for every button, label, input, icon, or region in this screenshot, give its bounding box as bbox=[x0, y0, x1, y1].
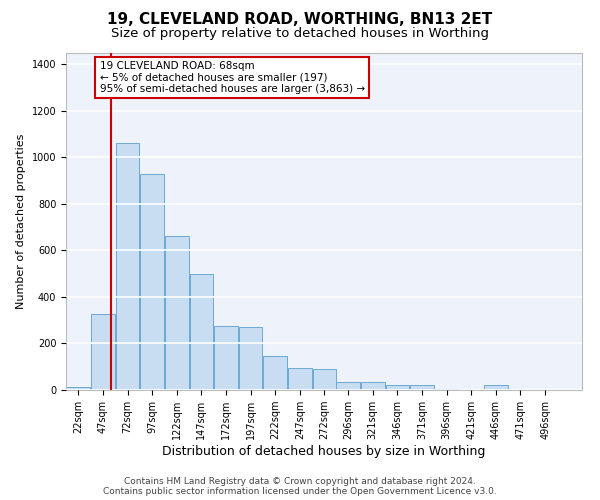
Bar bbox=[337, 382, 360, 390]
Bar bbox=[214, 326, 238, 390]
Bar bbox=[288, 368, 311, 390]
Bar bbox=[190, 274, 213, 390]
Bar bbox=[165, 236, 188, 390]
Bar bbox=[386, 386, 409, 390]
Text: 19, CLEVELAND ROAD, WORTHING, BN13 2ET: 19, CLEVELAND ROAD, WORTHING, BN13 2ET bbox=[107, 12, 493, 28]
Bar bbox=[140, 174, 164, 390]
Bar bbox=[313, 369, 337, 390]
Bar bbox=[410, 386, 434, 390]
Text: Size of property relative to detached houses in Worthing: Size of property relative to detached ho… bbox=[111, 28, 489, 40]
Bar bbox=[239, 327, 262, 390]
Bar bbox=[361, 382, 385, 390]
Y-axis label: Number of detached properties: Number of detached properties bbox=[16, 134, 26, 309]
Bar bbox=[67, 386, 90, 390]
Bar bbox=[263, 356, 287, 390]
X-axis label: Distribution of detached houses by size in Worthing: Distribution of detached houses by size … bbox=[163, 445, 485, 458]
Text: Contains HM Land Registry data © Crown copyright and database right 2024.
Contai: Contains HM Land Registry data © Crown c… bbox=[103, 476, 497, 496]
Text: 19 CLEVELAND ROAD: 68sqm
← 5% of detached houses are smaller (197)
95% of semi-d: 19 CLEVELAND ROAD: 68sqm ← 5% of detache… bbox=[100, 61, 365, 94]
Bar bbox=[116, 144, 139, 390]
Bar bbox=[484, 386, 508, 390]
Bar bbox=[435, 389, 458, 390]
Bar bbox=[91, 314, 115, 390]
